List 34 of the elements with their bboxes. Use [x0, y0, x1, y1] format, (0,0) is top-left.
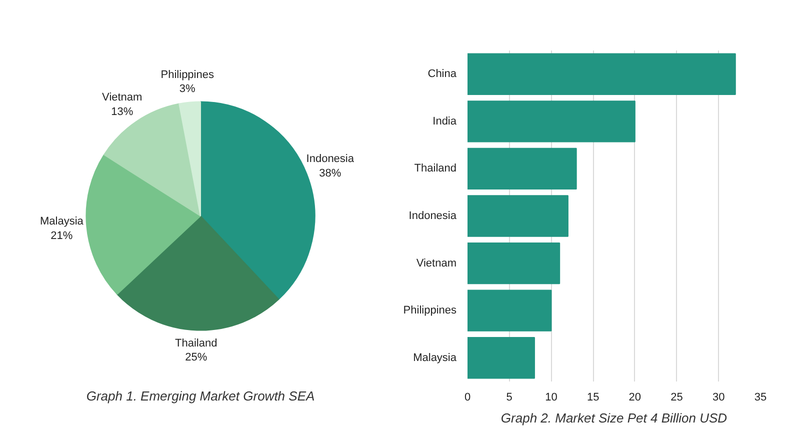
slice-label: Indonesia [306, 153, 355, 166]
x-tick-label: 15 [586, 392, 600, 404]
x-tick-label: 35 [754, 392, 767, 404]
bar [468, 290, 552, 332]
y-tick-label: Malaysia [413, 352, 458, 364]
slice-label: Vietnam [102, 91, 142, 104]
y-tick-label: Vietnam [416, 257, 456, 270]
bar [468, 100, 636, 142]
slice-label: Thailand [175, 337, 218, 350]
y-tick-label: Indonesia [408, 210, 458, 222]
x-tick-label: 0 [464, 392, 471, 404]
x-tick-label: 5 [506, 392, 512, 404]
bar [468, 242, 560, 284]
data-label: 13% [111, 106, 134, 118]
x-tick-label: 25 [670, 392, 683, 404]
y-tick-label: Philippines [403, 304, 457, 317]
bar [468, 195, 568, 237]
x-tick-label: 30 [712, 392, 725, 404]
x-tick-label: 10 [545, 392, 558, 404]
y-tick-label: India [432, 115, 458, 128]
y-tick-label: China [428, 68, 458, 80]
bar [468, 337, 535, 379]
bar [468, 148, 577, 190]
data-label: 21% [50, 230, 73, 242]
y-tick-label: Thailand [414, 162, 457, 175]
slice-label: Philippines [160, 68, 214, 81]
data-label: 3% [179, 83, 196, 96]
data-label: 38% [319, 168, 342, 180]
text: Graph 2. Market Size Pet 4 Billion USD [500, 410, 728, 426]
data-label: 25% [185, 352, 208, 364]
bar [468, 53, 736, 95]
x-tick-label: 20 [628, 392, 642, 404]
text: Graph 1. Emerging Market Growth SEA [86, 388, 315, 404]
slice-label: Malaysia [40, 215, 84, 228]
